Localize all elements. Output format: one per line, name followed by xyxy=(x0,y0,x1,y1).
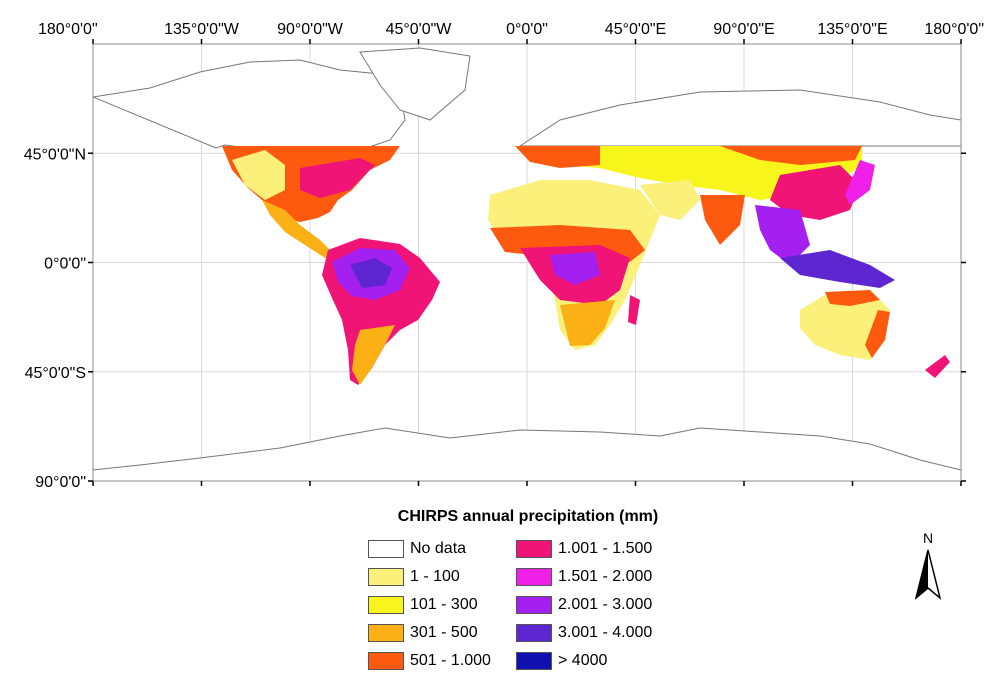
legend: CHIRPS annual precipitation (mm) No data… xyxy=(368,508,708,688)
legend-label: > 4000 xyxy=(558,652,608,669)
longitude-tick-label: 180°0'0" xyxy=(38,21,98,38)
latitude-tick-label: 90°0'0" xyxy=(35,474,86,491)
legend-item: 101 - 300 xyxy=(368,594,478,616)
legend-swatch xyxy=(368,596,404,614)
longitude-tick-label: 45°0'0"E xyxy=(605,21,666,38)
latitude-tick-labels: 45°0'0"N 0°0'0" 45°0'0"S 90°0'0" xyxy=(24,146,86,491)
legend-item: 1.001 - 1.500 xyxy=(516,538,652,560)
precip-india xyxy=(700,195,745,245)
legend-item: 501 - 1.000 xyxy=(368,650,491,672)
legend-item: > 4000 xyxy=(516,650,607,672)
legend-label: 2.001 - 3.000 xyxy=(558,596,653,613)
legend-swatch xyxy=(368,652,404,670)
longitude-tick-label: 135°0'0"E xyxy=(817,21,887,38)
precip-usa-east-wet xyxy=(300,158,375,198)
precip-south-america-south xyxy=(352,325,395,385)
legend-title: CHIRPS annual precipitation (mm) xyxy=(397,508,659,525)
legend-label: 1.501 - 2.000 xyxy=(558,568,653,585)
north-arrow-icon xyxy=(914,549,942,601)
longitude-tick-label: 0°0'0" xyxy=(506,21,548,38)
precip-new-zealand xyxy=(925,355,950,378)
longitude-tick-label: 90°0'0"W xyxy=(277,21,344,38)
north-arrow: N xyxy=(908,530,948,602)
legend-swatch xyxy=(516,540,552,558)
precip-madagascar xyxy=(628,295,640,325)
legend-label: No data xyxy=(410,540,467,557)
precip-east-asia xyxy=(770,165,860,220)
precip-siberia xyxy=(720,146,862,165)
landmass-greenland xyxy=(359,47,471,121)
landmass-north-america xyxy=(93,59,406,151)
longitude-tick-label: 45°0'0"W xyxy=(386,21,453,38)
longitude-tick-labels: 180°0'0" 135°0'0"W 90°0'0"W 45°0'0"W 0°0'0" 4… xyxy=(38,21,984,38)
legend-label: 301 - 500 xyxy=(410,624,478,641)
precip-australia-north xyxy=(825,290,880,306)
legend-item: No data xyxy=(368,538,466,560)
landmass-antarctica xyxy=(93,427,961,481)
precip-mexico xyxy=(262,200,335,258)
legend-item: 2.001 - 3.000 xyxy=(516,594,652,616)
precip-amazon-core xyxy=(350,258,392,288)
precip-arabia xyxy=(640,180,700,220)
precip-europe xyxy=(515,146,600,168)
legend-item: 1 - 100 xyxy=(368,566,460,588)
legend-swatch xyxy=(368,568,404,586)
legend-label: 1 - 100 xyxy=(410,568,460,585)
precip-southeast-asia xyxy=(755,205,810,265)
legend-swatch xyxy=(368,540,404,558)
latitude-tick-label: 45°0'0"N xyxy=(24,146,86,163)
legend-swatch xyxy=(516,652,552,670)
precip-southern-africa xyxy=(560,300,615,346)
precip-australia-east xyxy=(865,310,890,358)
legend-swatch xyxy=(516,568,552,586)
legend-item: 301 - 500 xyxy=(368,622,478,644)
precip-congo xyxy=(550,252,600,285)
latitude-tick-label: 0°0'0" xyxy=(44,256,86,273)
legend-label: 501 - 1.000 xyxy=(410,652,491,669)
precip-usa-west-dry xyxy=(232,150,285,200)
legend-label: 101 - 300 xyxy=(410,596,478,613)
world-map: 180°0'0" 135°0'0"W 90°0'0"W 45°0'0"W 0°0'0" 4… xyxy=(24,21,984,491)
legend-label: 3.001 - 4.000 xyxy=(558,624,653,641)
legend-item: 3.001 - 4.000 xyxy=(516,622,652,644)
legend-label: 1.001 - 1.500 xyxy=(558,540,653,557)
longitude-tick-label: 90°0'0"E xyxy=(713,21,774,38)
legend-swatch xyxy=(516,624,552,642)
landmass-eurasia-north xyxy=(518,89,961,147)
legend-swatch xyxy=(368,624,404,642)
precip-maritime-se-asia xyxy=(780,250,895,288)
latitude-tick-label: 45°0'0"S xyxy=(25,365,86,382)
longitude-tick-label: 180°0'0" xyxy=(924,21,984,38)
longitude-tick-label: 135°0'0"W xyxy=(164,21,240,38)
north-label: N xyxy=(922,530,934,546)
legend-item: 1.501 - 2.000 xyxy=(516,566,652,588)
precip-japan xyxy=(845,160,875,205)
legend-swatch xyxy=(516,596,552,614)
